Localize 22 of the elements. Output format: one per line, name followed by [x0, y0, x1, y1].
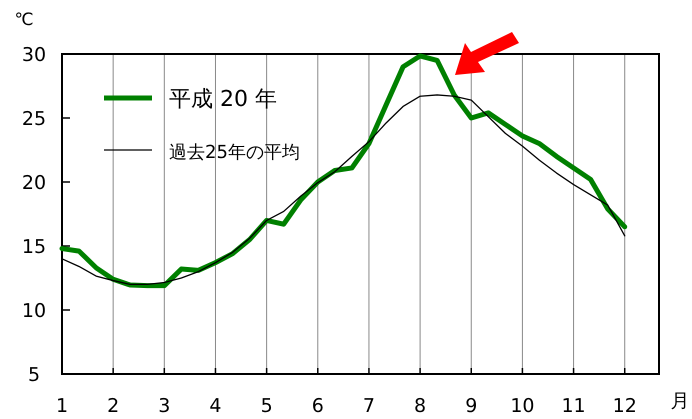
y-axis-title: ℃ [14, 10, 34, 30]
y-tick-label: 15 [22, 236, 46, 258]
y-tick-label: 10 [22, 300, 46, 322]
legend-label: 過去25年の平均 [169, 142, 300, 163]
x-tick-label: 12 [612, 395, 637, 417]
x-tick-label: 10 [510, 395, 535, 417]
x-tick-label: 3 [158, 395, 170, 417]
legend-label: 平成 20 年 [169, 87, 277, 112]
x-tick-label: 7 [362, 395, 375, 417]
x-tick-label: 8 [414, 395, 426, 417]
x-tick-label: 1 [56, 395, 68, 417]
x-tick-label: 9 [465, 395, 478, 417]
y-tick-label: 5 [28, 364, 40, 386]
y-tick-label: 25 [22, 108, 46, 130]
x-tick-label: 5 [260, 395, 273, 417]
x-tick-label: 6 [312, 395, 324, 417]
x-tick-label: 11 [561, 395, 586, 417]
x-tick-label: 2 [107, 395, 120, 417]
x-tick-label: 4 [209, 395, 222, 417]
y-tick-label: 20 [22, 172, 46, 194]
x-axis-title: 月 [670, 390, 690, 412]
y-tick-label: 30 [22, 44, 46, 66]
